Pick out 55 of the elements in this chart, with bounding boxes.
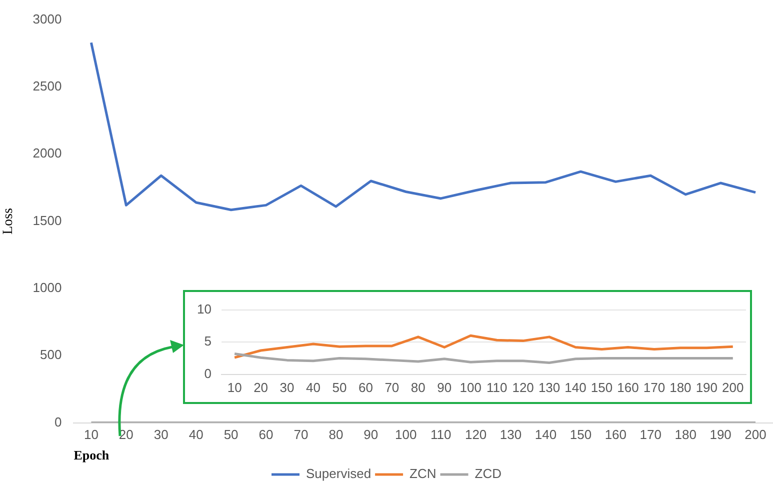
legend-label: Supervised <box>306 466 372 482</box>
x-tick-label: 80 <box>328 427 344 442</box>
x-axis-title: Epoch <box>74 448 110 463</box>
x-tick-label: 90 <box>364 427 378 442</box>
x-tick-label: 80 <box>410 380 426 395</box>
y-tick-label: 2000 <box>32 146 62 161</box>
x-tick-label: 110 <box>486 380 508 395</box>
y-tick-label: 0 <box>54 414 62 430</box>
x-tick-label: 200 <box>722 380 744 395</box>
x-tick-label: 70 <box>384 380 400 395</box>
y-tick-label: 2500 <box>32 78 62 94</box>
x-tick-label: 180 <box>674 427 696 442</box>
y-tick-label: 3000 <box>32 11 62 26</box>
x-tick-label: 180 <box>670 380 692 395</box>
y-tick-label: 0 <box>204 366 212 381</box>
x-tick-label: 140 <box>564 380 586 395</box>
x-tick-label: 60 <box>358 380 373 395</box>
x-tick-label: 40 <box>188 427 204 442</box>
x-tick-label: 200 <box>744 427 766 442</box>
x-tick-label: 70 <box>294 427 308 442</box>
x-tick-label: 160 <box>617 380 639 395</box>
x-tick-label: 160 <box>604 427 627 442</box>
x-tick-label: 190 <box>710 427 732 442</box>
x-tick-label: 10 <box>227 380 242 395</box>
x-tick-label: 100 <box>395 427 417 442</box>
x-tick-label: 120 <box>512 380 534 395</box>
x-tick-label: 130 <box>500 427 522 442</box>
x-tick-label: 170 <box>643 380 666 395</box>
x-tick-label: 20 <box>118 427 134 442</box>
x-tick-label: 60 <box>258 427 274 442</box>
x-tick-label: 30 <box>154 427 168 442</box>
x-tick-label: 120 <box>464 427 487 442</box>
x-tick-label: 190 <box>696 380 718 395</box>
x-tick-label: 170 <box>640 427 662 442</box>
x-tick-label: 10 <box>84 427 98 442</box>
legend-label: ZCN <box>410 466 436 482</box>
x-tick-label: 50 <box>224 427 238 442</box>
x-tick-label: 90 <box>437 380 452 395</box>
y-axis-title: Loss <box>1 208 16 235</box>
x-tick-label: 110 <box>430 427 452 442</box>
x-tick-label: 40 <box>306 380 320 395</box>
x-tick-label: 130 <box>538 380 560 395</box>
y-tick-label: 500 <box>40 347 62 362</box>
x-tick-label: 140 <box>534 427 557 442</box>
y-tick-label: 1500 <box>32 212 62 228</box>
x-tick-label: 50 <box>332 380 347 395</box>
y-tick-label: 5 <box>204 334 212 349</box>
x-tick-label: 150 <box>590 380 613 395</box>
y-tick-label: 1000 <box>32 280 62 296</box>
x-tick-label: 150 <box>570 427 592 442</box>
x-tick-label: 100 <box>460 380 482 395</box>
x-tick-label: 20 <box>254 380 268 395</box>
x-tick-label: 30 <box>280 380 294 395</box>
y-tick-label: 10 <box>196 301 212 316</box>
legend-label: ZCD <box>474 466 502 482</box>
